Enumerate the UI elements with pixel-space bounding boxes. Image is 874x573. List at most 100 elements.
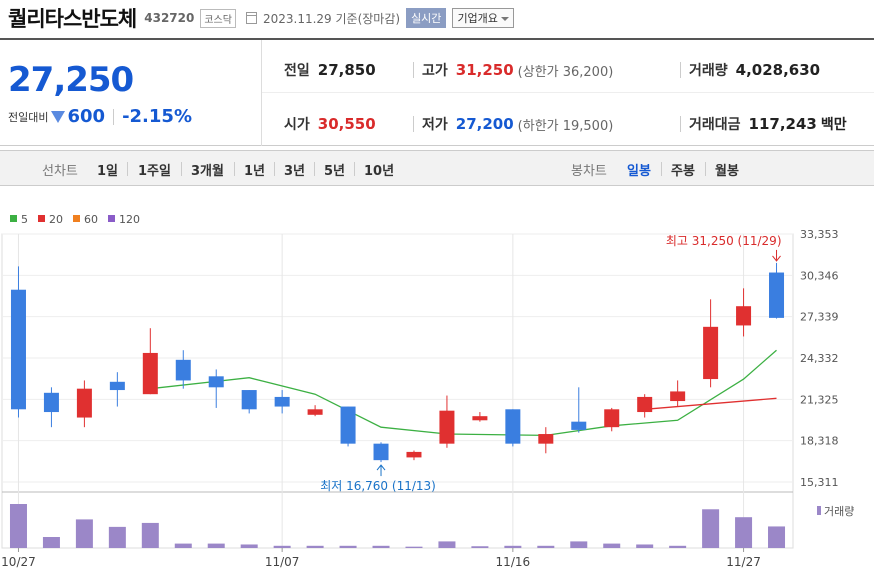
candle-body	[505, 409, 521, 444]
range-3m[interactable]: 3개월	[191, 164, 224, 179]
legend-label: 5	[21, 213, 28, 226]
volume-value: 4,028,630	[735, 61, 821, 79]
divider	[113, 108, 115, 125]
volume-bar	[471, 546, 489, 548]
legend-swatch	[10, 215, 17, 222]
x-tick-label: 10/27	[1, 555, 36, 569]
volume-bar	[735, 517, 753, 548]
y-tick-label: 15,311	[800, 476, 839, 489]
candles	[10, 262, 785, 463]
range-5y[interactable]: 5년	[324, 164, 346, 179]
candle-body	[439, 410, 455, 444]
candle-body	[406, 451, 422, 458]
current-price-panel: 27,250 전일대비 600 -2.15%	[0, 40, 262, 146]
low-price: 저가 27,200 (하한가 19,500)	[413, 114, 613, 134]
y-tick-label: 18,318	[800, 435, 839, 448]
volume-bar	[306, 545, 324, 548]
company-overview-dropdown[interactable]: 기업개요	[452, 8, 514, 28]
candle-body	[769, 272, 785, 318]
volume-bar	[504, 545, 522, 548]
upper-limit: (상한가 36,200)	[517, 64, 614, 80]
x-tick-label: 11/16	[496, 555, 531, 569]
change-value: 600	[67, 106, 106, 127]
chart-grid	[1, 233, 794, 549]
y-tick-label: 30,346	[800, 269, 839, 282]
volume-legend-swatch	[817, 506, 821, 515]
open-value: 30,550	[317, 115, 376, 133]
realtime-button[interactable]: 실시간	[406, 8, 447, 28]
candle-chart-label: 봉차트	[571, 164, 607, 179]
legend-label: 60	[84, 213, 98, 226]
y-tick-label: 33,353	[800, 228, 839, 241]
candle-body	[373, 443, 389, 461]
candle-body	[571, 421, 587, 430]
trade-amount: 거래대금 117,243 백만	[680, 114, 847, 134]
price-chart: 5 20 60 120 거래량 33,353 30,346 27,339 24,332 21,…	[1, 213, 854, 569]
divider	[661, 162, 662, 176]
change-percent: -2.15%	[122, 106, 192, 127]
divider	[680, 116, 681, 132]
amount-label: 거래대금	[689, 117, 741, 133]
divider	[314, 162, 315, 176]
candle-body	[637, 396, 653, 413]
stock-name: 퀄리타스반도체	[8, 7, 137, 31]
high-price: 고가 31,250 (상한가 36,200)	[413, 60, 613, 80]
candle-body	[76, 388, 92, 418]
stock-code: 432720	[144, 11, 195, 25]
low-annotation: 최저 16,760 (11/13)	[320, 479, 436, 493]
divider	[680, 62, 681, 78]
candle-body	[142, 352, 158, 395]
candle-body	[472, 416, 488, 421]
prev-close-value: 27,850	[317, 61, 376, 79]
candle-body	[10, 289, 26, 410]
volume-bar	[9, 504, 27, 548]
candle-body	[175, 359, 191, 381]
candle-body	[736, 306, 752, 326]
high-label: 고가	[422, 63, 448, 79]
candle-body	[208, 376, 224, 388]
volume-bars: 거래량	[9, 504, 854, 548]
calendar-icon	[245, 12, 257, 24]
divider	[262, 92, 874, 93]
volume-bar	[75, 519, 93, 548]
legend-label: 120	[119, 213, 140, 226]
legend-swatch	[38, 215, 45, 222]
range-1d[interactable]: 1일	[97, 164, 119, 179]
candle-body	[43, 392, 59, 413]
title-bar: 퀄리타스반도체 432720 코스닥 2023.11.29 기준(장마감) 실시…	[8, 4, 514, 32]
high-value: 31,250	[455, 61, 514, 79]
range-1w[interactable]: 1주일	[138, 164, 171, 179]
volume-label: 거래량	[689, 63, 728, 79]
y-tick-label: 27,339	[800, 311, 839, 324]
high-annotation: 최고 31,250 (11/29)	[666, 234, 782, 248]
divider	[181, 162, 182, 176]
range-3y[interactable]: 3년	[284, 164, 306, 179]
low-value: 27,200	[455, 115, 514, 133]
volume: 거래량 4,028,630	[680, 60, 820, 80]
candle-weekly[interactable]: 주봉	[671, 164, 695, 179]
legend-swatch	[108, 215, 115, 222]
open-price: 시가 30,550	[284, 114, 376, 134]
candle-body	[340, 406, 356, 444]
volume-bar	[768, 526, 786, 548]
x-tick-label: 11/27	[726, 555, 761, 569]
candle-monthly[interactable]: 월봉	[715, 164, 739, 179]
volume-bar	[570, 541, 588, 548]
volume-bar	[339, 545, 357, 548]
price-summary: 27,250 전일대비 600 -2.15% 전일 27,850 고가 31,2…	[0, 38, 874, 146]
volume-bar	[636, 544, 654, 548]
range-10y[interactable]: 10년	[364, 164, 395, 179]
candle-body	[538, 434, 554, 444]
candle-daily[interactable]: 일봉	[627, 164, 651, 179]
volume-bar	[273, 545, 291, 548]
volume-legend-label: 거래량	[824, 505, 854, 518]
prev-close: 전일 27,850	[284, 60, 376, 80]
ma20-line	[644, 397, 777, 410]
range-1y[interactable]: 1년	[244, 164, 266, 179]
divider	[127, 162, 128, 176]
divider	[705, 162, 706, 176]
change-label: 전일대비	[8, 110, 49, 124]
candle-body	[604, 409, 620, 428]
chart-legend: 5 20 60 120	[10, 213, 140, 226]
candle-body	[670, 391, 686, 402]
